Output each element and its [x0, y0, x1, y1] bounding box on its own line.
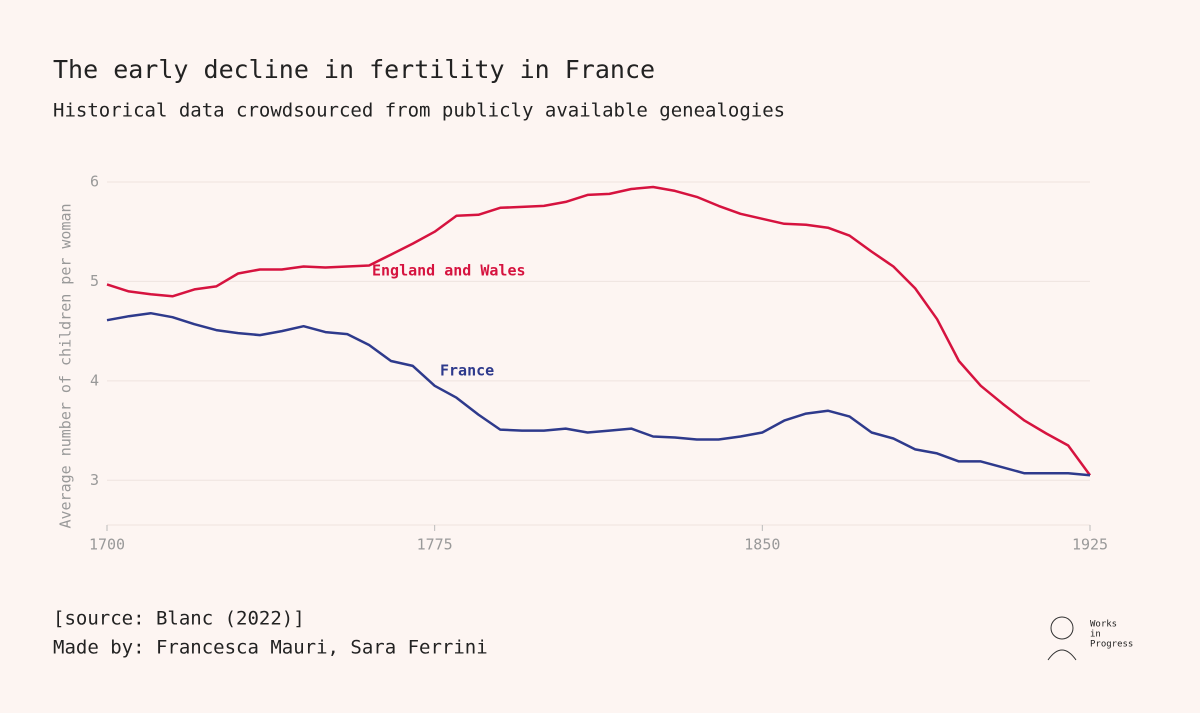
line: [106, 311, 1091, 477]
chart-title: The early decline in fertility in France: [53, 55, 655, 84]
x-tick-label: 1700: [89, 536, 125, 554]
source: [source: Blanc (2022)]: [53, 608, 305, 630]
logo-text: Works: [1090, 620, 1117, 630]
chart-subtitle: Historical data crowdsourced from public…: [53, 100, 785, 122]
y-axis-label: Average number of children per woman: [57, 203, 75, 528]
line: [106, 185, 1092, 477]
logo: Works in Progress: [1047, 616, 1133, 661]
series-label: England and Wales: [372, 262, 526, 280]
y-tick-label: 4: [90, 371, 99, 389]
logo-text: Progress: [1090, 640, 1133, 650]
y-tick-label: 3: [90, 471, 99, 489]
logo-text: in: [1090, 630, 1101, 640]
series-label: France: [440, 362, 494, 380]
logo-body: [1047, 649, 1077, 661]
x-tick-label: 1850: [744, 536, 780, 554]
y-tick-label: 5: [90, 272, 99, 290]
x-tick-label: 1925: [1072, 536, 1108, 554]
credit: Made by: Francesca Mauri, Sara Ferrini: [53, 637, 488, 659]
x-tick-label: 1775: [417, 536, 453, 554]
logo-head: [1050, 616, 1074, 640]
y-tick-label: 6: [90, 173, 99, 191]
